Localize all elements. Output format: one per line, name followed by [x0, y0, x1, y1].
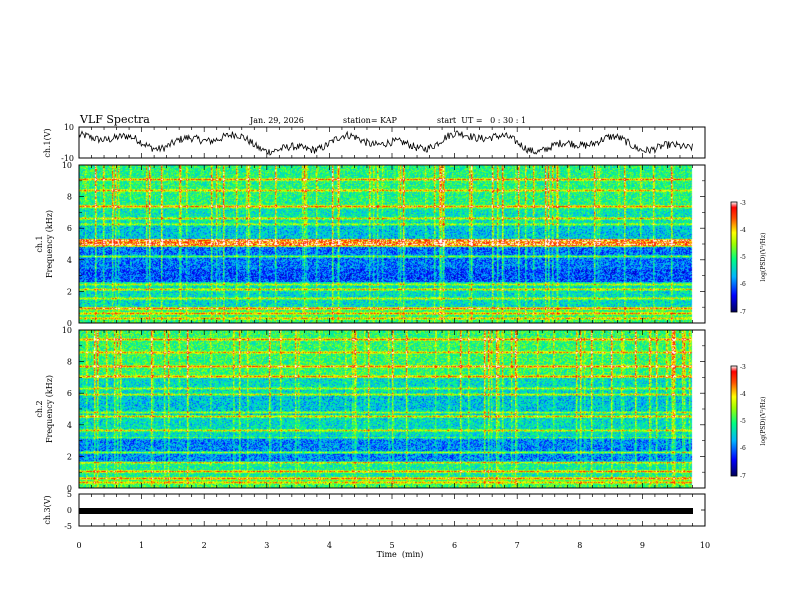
ch2-cbar-tick-5: -5	[740, 418, 746, 425]
ch2-colorbar: -3 -4 -5 -6 -7 log(PSD)(V²/Hz)	[730, 364, 767, 480]
ch2-spec-ylabel: Frequency (kHz)	[45, 375, 54, 443]
y-tick-label: 2	[67, 452, 72, 461]
x-tick-label: 7	[515, 541, 520, 550]
ch1-cbar-tick-5: -5	[740, 254, 746, 261]
ch3-waveform-band	[79, 508, 693, 514]
ch2-spec-yticks: 0 2 4 6 8 10	[62, 326, 705, 493]
ch3-ylabel: ch.3(V)	[43, 495, 52, 524]
x-tick-label: 2	[202, 541, 207, 550]
ch2-cbar-tick-4: -4	[740, 391, 746, 398]
ch3-ytick-top: 5	[67, 490, 72, 499]
ch1-spec-ticks	[78, 165, 706, 323]
ch1-waveform-line	[78, 130, 693, 156]
x-tick-labels: 0 1 2 3 4 5 6 7 8 9 10	[76, 541, 710, 550]
ch1-colorbar: -3 -4 -5 -6 -7 log(PSD)(V²/Hz)	[730, 200, 767, 316]
y-tick-label: 0	[67, 319, 72, 328]
x-tick-label: 0	[76, 541, 81, 550]
x-tick-label: 3	[264, 541, 269, 550]
ch2-cbar-tick-3: -3	[740, 364, 746, 371]
x-axis-label: Time (min)	[377, 550, 424, 559]
x-tick-label: 4	[327, 541, 332, 550]
ch1-spectrogram-panel: 0 2 4 6 8 10 ch.1 Frequency (kHz)	[35, 161, 706, 328]
ch1-cbar-tick-7: -7	[740, 309, 746, 316]
y-tick-label: 0	[67, 484, 72, 493]
ch3-ticks	[78, 494, 706, 526]
y-tick-label: 10	[62, 326, 72, 335]
ch1-ytick-top: 10	[64, 123, 74, 132]
ch1-ytick-bottom: -10	[61, 154, 74, 163]
x-tick-label: 6	[452, 541, 457, 550]
y-tick-label: 2	[67, 287, 72, 296]
ch1-waveform-panel: 10 -10 ch.1(V)	[43, 123, 706, 163]
x-tick-label: 5	[389, 541, 394, 550]
ch2-cbar-tick-7: -7	[740, 473, 746, 480]
ch1-spec-yticks: 0 2 4 6 8 10	[62, 161, 705, 328]
ch1-cbar-tick-6: -6	[740, 281, 746, 288]
y-tick-label: 6	[67, 389, 72, 398]
x-tick-label: 1	[139, 541, 144, 550]
ch2-cbar-tick-6: -6	[740, 445, 746, 452]
ch1-ylabel: ch.1(V)	[43, 128, 52, 157]
y-tick-label: 4	[67, 256, 72, 265]
x-tick-label: 10	[700, 541, 710, 550]
ch2-spec-ticks	[78, 330, 706, 488]
ch1-cbar-label: log(PSD)(V²/Hz)	[760, 233, 767, 282]
ch2-cbar-label: log(PSD)(V²/Hz)	[760, 397, 767, 446]
y-tick-label: 6	[67, 224, 72, 233]
y-tick-label: 4	[67, 421, 72, 430]
spectrogram-raster	[79, 165, 705, 323]
y-tick-label: 10	[62, 161, 72, 170]
ch2-spec-channel-label: ch.2	[35, 400, 44, 417]
x-tick-label: 8	[577, 541, 582, 550]
figure-date: Jan. 29, 2026	[249, 116, 304, 125]
y-tick-label: 8	[67, 193, 72, 202]
figure-station: station= KAP	[343, 116, 398, 125]
figure-title: VLF Spectra	[79, 113, 150, 126]
ch2-spectrogram-panel: 0 2 4 6 8 10 ch.2 Frequency (kHz)	[35, 326, 706, 493]
ch1-spec-channel-label: ch.1	[35, 235, 44, 252]
ch3-waveform-panel: 5 0 -5 ch.3(V)	[43, 490, 706, 531]
y-tick-label: 8	[67, 358, 72, 367]
figure-start-time: start UT = 0 : 30 : 1	[437, 116, 526, 125]
ch1-ticks	[78, 127, 706, 158]
ch3-ytick-mid: 0	[67, 506, 72, 515]
ch2-spectrogram-image	[79, 330, 705, 488]
ch1-cbar-tick-4: -4	[740, 227, 746, 234]
x-tick-label: 9	[640, 541, 645, 550]
spectrogram-raster	[79, 330, 705, 488]
ch3-ytick-bottom: -5	[64, 522, 72, 531]
ch1-spec-ylabel: Frequency (kHz)	[45, 210, 54, 278]
ch1-spectrogram-image	[79, 165, 705, 323]
ch1-cbar-tick-3: -3	[740, 200, 746, 207]
